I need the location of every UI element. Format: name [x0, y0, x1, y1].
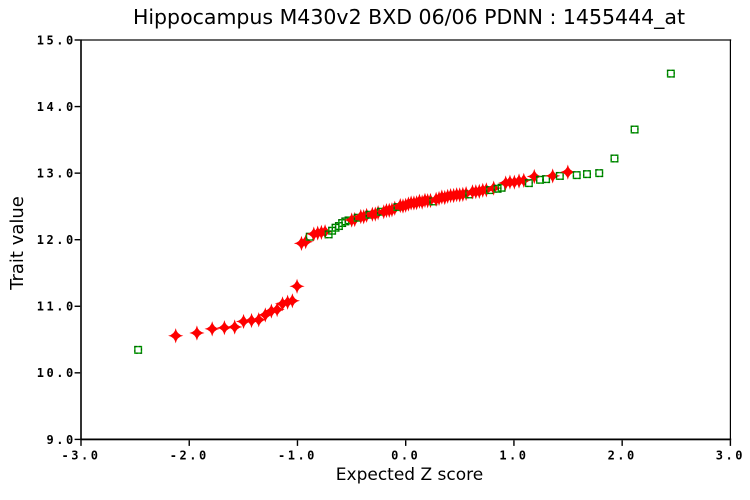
y-tick-label: 10.0	[37, 366, 76, 380]
data-point-square-dash	[630, 125, 639, 134]
data-point-diamond	[269, 301, 285, 318]
plot-frame-top	[80, 39, 732, 41]
data-point-diamond	[506, 174, 522, 190]
data-point-diamond	[560, 164, 576, 180]
data-point-diamond	[289, 278, 305, 294]
y-tick	[74, 305, 81, 307]
data-point-square	[666, 69, 675, 78]
data-point-diamond	[274, 296, 291, 312]
data-point-square	[134, 345, 143, 354]
y-tick	[74, 239, 81, 241]
data-point-square	[630, 125, 639, 134]
data-point-square	[572, 171, 581, 180]
data-point-diamond	[293, 235, 310, 251]
y-tick	[74, 372, 81, 374]
x-tick	[188, 440, 190, 446]
data-point-diamond	[284, 293, 300, 309]
data-point-square-dash	[331, 223, 340, 232]
x-tick	[80, 440, 82, 446]
data-points-layer	[134, 69, 675, 354]
x-tick	[513, 440, 515, 446]
data-point-diamond	[526, 168, 542, 185]
x-tick-label: 0.0	[391, 449, 420, 463]
y-tick	[74, 39, 81, 41]
data-point-square-dash	[493, 184, 502, 193]
data-point-square-dash	[542, 175, 551, 184]
x-tick-label: -3.0	[62, 449, 101, 463]
y-axis-line	[80, 39, 82, 441]
plot-frame-right	[729, 39, 731, 441]
y-tick	[74, 105, 81, 108]
data-point-square-dash	[572, 171, 581, 180]
data-point-diamond	[516, 172, 532, 188]
data-point-diamond	[216, 320, 233, 336]
x-tick	[405, 440, 407, 446]
y-tick-label: 11.0	[37, 300, 76, 314]
data-point-square-dash	[595, 169, 604, 178]
axes-layer: 9.0 10.0 11.0 12.0 13.0 14.0 15.0 -3.0 -2.0 -1.0 0…	[37, 33, 745, 463]
x-tick-label: 3.0	[716, 449, 745, 463]
data-point-diamond	[298, 234, 314, 250]
y-tick-label: 14.0	[37, 100, 76, 114]
x-tick	[729, 440, 732, 446]
y-tick-label: 12.0	[37, 233, 76, 247]
data-point-square	[610, 154, 619, 163]
chart-title: Hippocampus M430v2 BXD 06/06 PDNN : 1455…	[133, 5, 685, 30]
data-point-diamond	[235, 313, 252, 330]
data-point-square-dash	[610, 154, 619, 163]
data-point-diamond	[243, 312, 260, 329]
x-axis-line	[80, 438, 732, 441]
x-tick	[621, 440, 623, 446]
data-point-diamond	[257, 307, 273, 323]
data-point-square-dash	[134, 345, 143, 354]
data-point-square-dash	[666, 69, 675, 78]
x-tick-label: 2.0	[608, 449, 637, 463]
data-point-square	[595, 169, 604, 178]
x-tick	[296, 440, 299, 446]
data-point-diamond	[545, 168, 561, 184]
x-tick-label: -2.0	[170, 449, 209, 463]
y-axis-title: Trait value	[7, 196, 28, 291]
x-tick-label: 1.0	[499, 449, 528, 463]
y-tick-label: 15.0	[37, 33, 76, 47]
x-tick-label: -1.0	[278, 449, 317, 463]
data-point-diamond	[189, 325, 205, 341]
data-point-diamond	[263, 303, 279, 319]
data-point-square-dash	[555, 171, 564, 180]
data-point-diamond	[227, 319, 243, 335]
data-point-square-dash	[524, 179, 533, 188]
data-point-diamond	[168, 328, 184, 344]
data-point-diamond	[280, 294, 296, 310]
y-tick-label: 13.0	[37, 167, 76, 181]
y-tick	[74, 172, 81, 174]
data-point-square	[582, 170, 591, 179]
data-point-square-dash	[583, 170, 591, 179]
data-point-diamond	[251, 312, 267, 328]
data-point-diamond	[204, 321, 220, 337]
y-tick-label: 9.0	[47, 433, 76, 447]
x-axis-title: Expected Z score	[336, 465, 483, 485]
y-tick	[74, 438, 81, 441]
